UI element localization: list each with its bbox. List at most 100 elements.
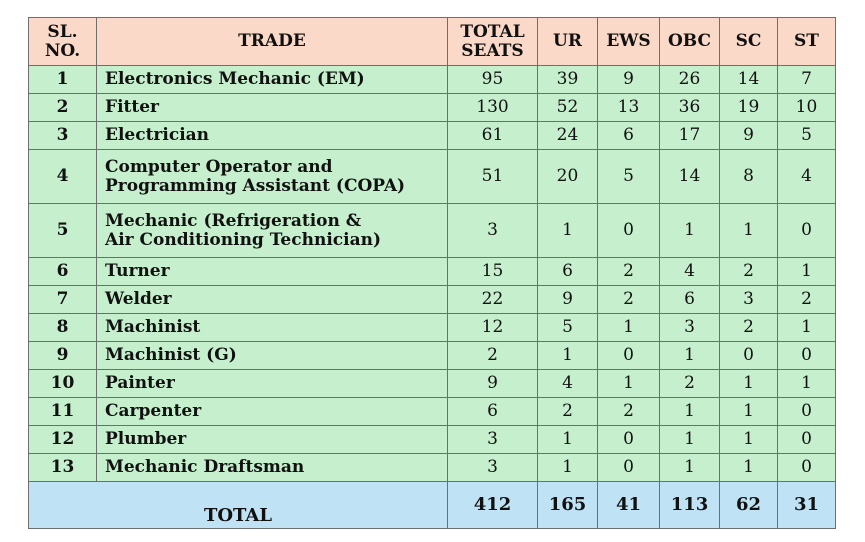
sl-no-cell: 9 xyxy=(28,341,97,370)
st-cell: 1 xyxy=(777,257,836,286)
sl-no-cell: 6 xyxy=(28,257,97,286)
sc-cell: 1 xyxy=(719,203,778,258)
st-cell: 0 xyxy=(777,397,836,426)
sc-cell: 1 xyxy=(719,369,778,398)
st-cell: 0 xyxy=(777,341,836,370)
ews-cell: 0 xyxy=(597,425,660,454)
st-cell: 0 xyxy=(777,453,836,482)
trade-cell: Painter xyxy=(96,369,448,398)
ur-cell: 52 xyxy=(537,93,598,122)
trade-line-2: Programming Assistant (COPA) xyxy=(105,175,406,196)
sl-no-cell: 11 xyxy=(28,397,97,426)
ur-cell: 20 xyxy=(537,149,598,204)
st-cell: 5 xyxy=(777,121,836,150)
header-trade: TRADE xyxy=(96,17,448,66)
sc-cell: 1 xyxy=(719,397,778,426)
st-cell: 1 xyxy=(777,313,836,342)
ur-cell: 5 xyxy=(537,313,598,342)
trade-cell: Machinist (G) xyxy=(96,341,448,370)
obc-cell: 26 xyxy=(659,65,720,94)
trade-line-1: Computer Operator and xyxy=(105,156,333,177)
sc-cell: 2 xyxy=(719,313,778,342)
total-seats-cell: 2 xyxy=(447,341,538,370)
total-seats-cell: 3 xyxy=(447,453,538,482)
obc-cell: 17 xyxy=(659,121,720,150)
obc-cell: 2 xyxy=(659,369,720,398)
sl-no-cell: 7 xyxy=(28,285,97,314)
total-seats-cell: 51 xyxy=(447,149,538,204)
table-row: 2 Fitter 130 52 13 36 19 10 xyxy=(28,93,836,122)
total-seats-cell: 22 xyxy=(447,285,538,314)
total-seats-cell: 61 xyxy=(447,121,538,150)
sc-cell: 1 xyxy=(719,425,778,454)
ews-cell: 5 xyxy=(597,149,660,204)
ur-cell: 24 xyxy=(537,121,598,150)
total-seats-cell: 9 xyxy=(447,369,538,398)
obc-cell: 1 xyxy=(659,203,720,258)
sl-no-cell: 8 xyxy=(28,313,97,342)
sl-no-cell: 2 xyxy=(28,93,97,122)
table-row: 12 Plumber 3 1 0 1 1 0 xyxy=(28,425,836,454)
obc-cell: 6 xyxy=(659,285,720,314)
table-row: 10 Painter 9 4 1 2 1 1 xyxy=(28,369,836,398)
trade-cell: Machinist xyxy=(96,313,448,342)
ews-cell: 9 xyxy=(597,65,660,94)
trade-cell: Electrician xyxy=(96,121,448,150)
table-row: 9 Machinist (G) 2 1 0 1 0 0 xyxy=(28,341,836,370)
sc-cell: 8 xyxy=(719,149,778,204)
table-row: 7 Welder 22 9 2 6 3 2 xyxy=(28,285,836,314)
table-row: 5 Mechanic (Refrigeration & Air Conditio… xyxy=(28,203,836,258)
sl-no-cell: 10 xyxy=(28,369,97,398)
header-ews: EWS xyxy=(597,17,660,66)
st-sum: 31 xyxy=(777,481,836,529)
header-sc: SC xyxy=(719,17,778,66)
st-cell: 2 xyxy=(777,285,836,314)
trade-cell: Plumber xyxy=(96,425,448,454)
ews-cell: 0 xyxy=(597,203,660,258)
ews-cell: 0 xyxy=(597,453,660,482)
table-row: 3 Electrician 61 24 6 17 9 5 xyxy=(28,121,836,150)
total-label: TOTAL xyxy=(28,481,448,529)
total-seats-cell: 95 xyxy=(447,65,538,94)
obc-cell: 3 xyxy=(659,313,720,342)
sl-no-cell: 12 xyxy=(28,425,97,454)
sc-cell: 1 xyxy=(719,453,778,482)
table-row: 11 Carpenter 6 2 2 1 1 0 xyxy=(28,397,836,426)
ews-sum: 41 xyxy=(597,481,660,529)
total-seats-sum: 412 xyxy=(447,481,538,529)
obc-cell: 1 xyxy=(659,425,720,454)
ews-cell: 2 xyxy=(597,285,660,314)
table-row: 8 Machinist 12 5 1 3 2 1 xyxy=(28,313,836,342)
seat-matrix-table: SL. NO. TRADE TOTAL SEATS UR EWS OBC SC … xyxy=(28,17,836,529)
sl-no-cell: 3 xyxy=(28,121,97,150)
total-seats-cell: 3 xyxy=(447,425,538,454)
ur-sum: 165 xyxy=(537,481,598,529)
header-obc: OBC xyxy=(659,17,720,66)
ur-cell: 9 xyxy=(537,285,598,314)
sc-cell: 3 xyxy=(719,285,778,314)
obc-cell: 4 xyxy=(659,257,720,286)
header-row: SL. NO. TRADE TOTAL SEATS UR EWS OBC SC … xyxy=(28,17,836,66)
trade-line-1: Mechanic (Refrigeration & xyxy=(105,210,362,231)
st-cell: 1 xyxy=(777,369,836,398)
obc-cell: 1 xyxy=(659,341,720,370)
ur-cell: 39 xyxy=(537,65,598,94)
ews-cell: 1 xyxy=(597,313,660,342)
obc-cell: 36 xyxy=(659,93,720,122)
sl-no-cell: 1 xyxy=(28,65,97,94)
ur-cell: 1 xyxy=(537,341,598,370)
sc-cell: 9 xyxy=(719,121,778,150)
sl-no-cell: 4 xyxy=(28,149,97,204)
obc-cell: 1 xyxy=(659,397,720,426)
table-row: 6 Turner 15 6 2 4 2 1 xyxy=(28,257,836,286)
trade-cell: Electronics Mechanic (EM) xyxy=(96,65,448,94)
seat-matrix-table-wrapper: SL. NO. TRADE TOTAL SEATS UR EWS OBC SC … xyxy=(28,17,836,529)
table-row: 4 Computer Operator and Programming Assi… xyxy=(28,149,836,204)
sl-no-cell: 13 xyxy=(28,453,97,482)
ews-cell: 0 xyxy=(597,341,660,370)
ur-cell: 1 xyxy=(537,425,598,454)
trade-cell: Mechanic Draftsman xyxy=(96,453,448,482)
header-st: ST xyxy=(777,17,836,66)
table-row: 13 Mechanic Draftsman 3 1 0 1 1 0 xyxy=(28,453,836,482)
sl-no-cell: 5 xyxy=(28,203,97,258)
